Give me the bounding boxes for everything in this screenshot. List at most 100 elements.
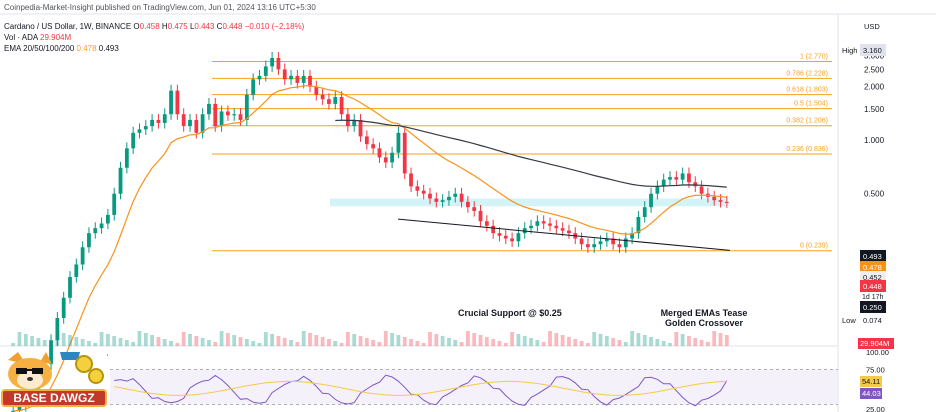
volume-bar [188,334,192,346]
volume-bar [497,341,502,346]
candle-body [55,318,60,341]
base-dawgz-logo: BASE DAWGZ [1,352,108,407]
candle-body [472,207,477,211]
volume-bar [560,335,565,346]
volume-bar [402,337,407,346]
fib-label: 0.5 (1.504) [794,101,828,108]
candle-body [415,186,420,191]
candle-body [497,233,502,236]
logo-text: BASE DAWGZ [13,391,94,405]
high-value-bg [860,44,886,56]
high-label: High [842,46,857,55]
volume-line: Vol · ADA 29.904M [4,33,71,43]
volume-bar [333,341,338,346]
rsi-ma-line [114,380,727,396]
rsi-value-bg [860,376,882,387]
ema-value-2: 0.493 [98,44,119,53]
ema-annotation-line-2: Golden Crossover [665,318,744,328]
volume-bar [396,335,401,346]
volume-bar [131,342,136,346]
currency-label[interactable]: USD [864,22,880,31]
candle-body [219,111,224,127]
volume-bar [68,335,72,346]
volume-bar [674,332,679,346]
volume-bar [421,343,426,346]
candle-body [636,216,641,234]
volume-bar [219,331,224,346]
volume-bar [30,336,34,346]
candle-body [257,75,262,80]
volume-bar [554,333,559,346]
candle-body [68,277,72,298]
volume-bar [61,333,66,346]
ema-orange-line [13,85,727,412]
volume-bar [232,335,237,346]
volume-bar [668,343,672,346]
volume-bar [194,336,199,346]
close-label: C [216,22,223,31]
volume-bar [213,342,218,346]
volume-bar [453,340,458,346]
candle-body [447,196,451,201]
candle-body [314,86,319,95]
volume-bar [642,335,647,346]
candle-body [270,57,274,67]
candle-body [440,200,445,202]
volume-bar [428,332,432,346]
volume-bar [409,339,413,346]
volume-bar [598,334,603,346]
rsi-tick-25: 25.00 [866,405,885,412]
candle-body [352,119,357,127]
candle-body [118,167,123,194]
ema-value-tag: 0.493 [863,252,882,261]
close-value: 0.448 [222,22,243,31]
volume-bar [124,340,129,346]
low-value: 0.074 [863,316,882,325]
candle-body [383,157,388,163]
volume-bar [308,333,312,346]
candle-body [655,186,660,194]
y-tick-label: 2.500 [864,65,885,74]
volume-bar [706,342,710,346]
support-tag: 0.250 [863,303,882,312]
volume-bar [352,334,357,346]
volume-bar [718,333,723,346]
candle-body [244,94,249,120]
candle-body [503,235,508,239]
candle-body [320,94,325,100]
candle-body [466,201,470,208]
volume-bar [579,341,584,346]
candle-body [339,96,344,115]
candle-body [428,193,432,199]
candle-body [611,238,616,245]
candle-body [592,244,597,248]
candle-body [17,405,22,411]
volume-bar [270,334,274,346]
volume-bar [200,338,205,346]
price-tag: 0.452 [863,273,882,282]
volume-bar [346,332,350,346]
candle-body [604,238,609,242]
y-tick-label: 2.000 [864,83,885,92]
candle-body [175,90,180,115]
candle-body [226,111,230,116]
volume-bar [699,340,704,346]
candle-body [162,114,167,123]
candle-body [200,114,205,133]
candle-body [238,114,243,120]
candle-body [49,340,53,365]
candle-body [137,129,142,133]
rsi-value: 54.11 [862,377,880,386]
candle-body [453,193,458,197]
candle-body [567,230,571,234]
candle-body [301,75,306,83]
volume-bar [503,343,508,346]
volume-bar [99,332,104,346]
fib-label: 0.786 (2.228) [786,70,828,77]
volume-bar [516,334,521,346]
y-tick-label: 0.500 [864,190,885,199]
volume-bar [42,340,47,346]
candle-body [541,221,546,224]
candle-body [390,152,394,163]
